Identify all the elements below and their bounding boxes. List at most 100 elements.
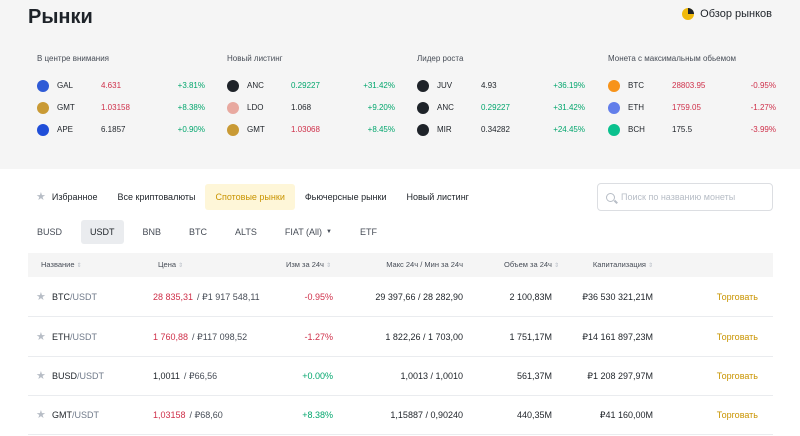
pair-base: GMT <box>52 410 72 420</box>
change-24h: -1.27% <box>304 332 333 342</box>
highlight-column-title: Новый листинг <box>227 54 283 63</box>
column-change[interactable]: Изм за 24ч ⇕ <box>286 253 331 277</box>
tab-4[interactable]: Новый листинг <box>396 184 478 210</box>
coin-change: +31.42% <box>363 81 395 90</box>
market-tabs: ★ Избранное Все криптовалюты Спотовые рынки… <box>26 184 479 210</box>
highlight-coin-row[interactable]: GAL 4.631 +3.81% <box>37 76 205 98</box>
juv-icon <box>417 80 429 92</box>
column-price[interactable]: Цена ⇕ <box>158 253 183 277</box>
tab-3[interactable]: Фьючерсные рынки <box>295 184 397 210</box>
column-cap-label: Капитализация <box>592 260 646 269</box>
column-name-label: Название <box>41 260 75 269</box>
coin-symbol: ANC <box>437 103 454 112</box>
last-price: 1,03158 <box>153 410 186 420</box>
table-row[interactable]: ★ ETH/USDT 1 760,88/ ₽117 098,52 -1.27% 1 82… <box>28 318 773 357</box>
search-input[interactable] <box>621 192 761 202</box>
market-overview-link[interactable]: Обзор рынков <box>682 8 772 20</box>
highlight-coin-row[interactable]: BTC 28803.95 -0.95% <box>608 76 776 98</box>
coin-symbol: MIR <box>437 125 452 134</box>
subtab-label: USDT <box>90 227 115 237</box>
trade-link[interactable]: Торговать <box>716 332 758 342</box>
change-24h: +0.00% <box>302 371 333 381</box>
coin-price: 28803.95 <box>672 81 706 90</box>
tab-2[interactable]: Спотовые рынки <box>205 184 295 210</box>
market-cap: ₽1 208 297,97M <box>587 371 653 381</box>
page-title: Рынки <box>28 6 93 28</box>
coin-price: 0.34282 <box>481 125 510 134</box>
favorite-star-icon[interactable]: ★ <box>36 331 46 343</box>
last-price: 1 760,88 <box>153 332 189 342</box>
coin-symbol: BCH <box>628 125 645 134</box>
table-row[interactable]: ★ BTC/USDT 28 835,31/ ₽1 917 548,11 -0.95% 2… <box>28 278 773 317</box>
pair-price: 1,03158/ ₽68,60 <box>153 396 223 435</box>
high-low-24h: 1 822,26 / 1 703,00 <box>385 332 463 342</box>
coin-change: -1.27% <box>750 103 776 112</box>
volume-24h: 440,35M <box>516 410 552 420</box>
coin-symbol: LDO <box>247 103 264 112</box>
column-high-low[interactable]: Макс 24ч / Мин за 24ч <box>386 253 463 277</box>
subtab-label: ETF <box>360 227 377 237</box>
trade-link[interactable]: Торговать <box>716 292 758 302</box>
bch-icon <box>608 124 620 136</box>
highlight-coin-row[interactable]: ANC 0.29227 +31.42% <box>417 98 585 120</box>
tab-label: Все криптовалюты <box>117 192 196 202</box>
highlight-column: Новый листинг ANC 0.29227 +31.42% LDO 1.068 +9… <box>227 53 395 142</box>
btc-icon <box>608 80 620 92</box>
highlight-coin-row[interactable]: APE 6.1857 +0.90% <box>37 120 205 142</box>
pair-base: BUSD <box>52 371 78 381</box>
subtab-label: BTC <box>189 227 208 237</box>
subtab-4[interactable]: ALTS <box>226 220 266 244</box>
subtab-6[interactable]: ETF <box>351 220 386 244</box>
subtab-1[interactable]: USDT <box>81 220 124 244</box>
highlight-column: Лидер роста JUV 4.93 +36.19% ANC 0.29227 +31.4… <box>417 53 585 142</box>
favorite-star-icon[interactable]: ★ <box>36 291 46 303</box>
pair-quote: /USDT <box>77 371 105 381</box>
subtab-5[interactable]: FIAT (All) ▼ <box>276 220 341 244</box>
highlight-column-title: Монета с максимальным обьемом <box>608 54 737 63</box>
favorite-star-icon[interactable]: ★ <box>36 409 46 421</box>
highlight-coin-row[interactable]: ANC 0.29227 +31.42% <box>227 76 395 98</box>
highlight-coin-row[interactable]: GMT 1.03158 +8.38% <box>37 98 205 120</box>
coin-search[interactable] <box>597 183 773 211</box>
coin-change: -3.99% <box>750 125 776 134</box>
trade-link[interactable]: Торговать <box>716 410 758 420</box>
market-cap: ₽41 160,00M <box>599 410 653 420</box>
pie-chart-icon <box>682 8 695 20</box>
highlight-coin-row[interactable]: LDO 1.068 +9.20% <box>227 98 395 120</box>
highlight-coin-row[interactable]: JUV 4.93 +36.19% <box>417 76 585 98</box>
subtab-0[interactable]: BUSD <box>28 220 71 244</box>
ldo-icon <box>227 102 239 114</box>
coin-symbol: GMT <box>57 103 75 112</box>
column-name[interactable]: Название ⇕ <box>41 253 82 277</box>
trade-link[interactable]: Торговать <box>716 371 758 381</box>
table-row[interactable]: ★ GMT/USDT 1,03158/ ₽68,60 +8.38% 1,15887 / … <box>28 396 773 435</box>
favorite-star-icon[interactable]: ★ <box>36 370 46 382</box>
subtab-label: ALTS <box>235 227 257 237</box>
column-volume[interactable]: Объем за 24ч ⇕ <box>504 253 559 277</box>
pair-quote: /USDT <box>70 292 97 302</box>
subtab-3[interactable]: BTC <box>180 220 216 244</box>
highlight-coin-row[interactable]: MIR 0.34282 +24.45% <box>417 120 585 142</box>
column-cap[interactable]: Капитализация ⇕ <box>593 253 653 277</box>
highlight-columns: В центре внимания GAL 4.631 +3.81% GMT 1.0315… <box>37 53 777 153</box>
highlight-coin-row[interactable]: ETH 1759.05 -1.27% <box>608 98 776 120</box>
coin-price: 4.631 <box>101 81 122 90</box>
gmt-icon <box>227 124 239 136</box>
subtab-2[interactable]: BNB <box>134 220 171 244</box>
coin-price: 6.1857 <box>101 125 126 134</box>
tab-1[interactable]: Все криптовалюты <box>108 184 206 210</box>
change-24h: +8.38% <box>302 410 333 420</box>
pair-price: 1,0011/ ₽66,56 <box>153 357 217 396</box>
anc-icon <box>227 80 239 92</box>
pair-quote: /USDT <box>72 410 99 420</box>
coin-change: +8.38% <box>177 103 205 112</box>
table-row[interactable]: ★ BUSD/USDT 1,0011/ ₽66,56 +0.00% 1,0013 / 1… <box>28 357 773 396</box>
coin-change: +24.45% <box>553 125 585 134</box>
search-icon <box>606 192 615 202</box>
highlight-coin-row[interactable]: BCH 175.5 -3.99% <box>608 120 776 142</box>
coin-symbol: ETH <box>628 103 644 112</box>
pair-price: 1 760,88/ ₽117 098,52 <box>153 318 247 357</box>
highlight-coin-row[interactable]: GMT 1.03068 +8.45% <box>227 120 395 142</box>
tab-label: Избранное <box>51 192 98 202</box>
tab-0[interactable]: ★ Избранное <box>26 184 108 210</box>
